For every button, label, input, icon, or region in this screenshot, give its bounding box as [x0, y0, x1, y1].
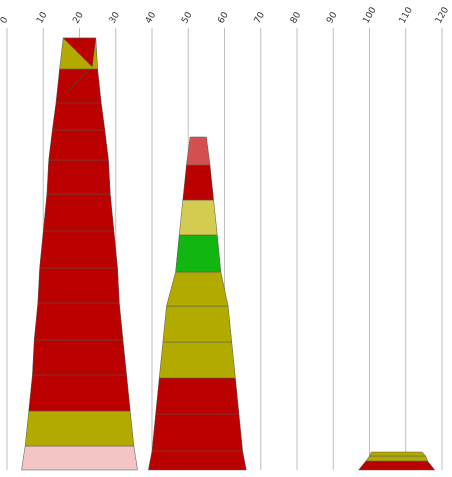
stack-2-segment-6: [166, 271, 229, 307]
stack-1: [21, 37, 138, 471]
stack-2-segment-5: [162, 305, 233, 343]
stack-1-segment-3: [28, 374, 131, 412]
stack-2-segment-1: [148, 450, 247, 471]
stack-3-segment-2: [365, 455, 428, 462]
stacks: [21, 37, 436, 471]
stack-1-segment-4: [32, 339, 127, 376]
stack-2-segment-9: [182, 164, 214, 201]
stack-1-segment-7: [39, 230, 118, 269]
stack-2-segment-4: [158, 341, 236, 379]
x-tick-label-110: 110: [398, 5, 415, 25]
stack-3-segment-3: [369, 451, 427, 457]
x-tick-label-40: 40: [144, 10, 159, 25]
stack-1-segment-15: [66, 70, 89, 93]
stack-2: [148, 136, 247, 471]
stack-1-segment-5: [33, 302, 124, 341]
stack-3: [358, 451, 436, 471]
stack-2-segment-8: [178, 199, 218, 236]
stack-2-segment-10: [186, 136, 211, 166]
stack-2-segment-7: [175, 234, 222, 273]
x-tick-label-80: 80: [289, 10, 304, 25]
stack-1-segment-11: [52, 102, 106, 131]
x-tick-label-70: 70: [253, 10, 268, 25]
stack-2-segment-3: [155, 377, 240, 415]
x-tick-label-120: 120: [434, 5, 451, 25]
stack-1-segment-8: [42, 193, 115, 232]
stack-1-segment-10: [48, 129, 109, 161]
stack-1-segment-1: [21, 445, 138, 471]
x-tick-label-50: 50: [180, 10, 195, 25]
stack-1-segment-6: [37, 267, 120, 304]
stack-1-segment-12: [55, 68, 102, 104]
stack-1-segment-14: [62, 37, 97, 68]
x-tick-label-90: 90: [325, 10, 340, 25]
x-tick-label-20: 20: [71, 10, 86, 25]
x-tick-label-30: 30: [108, 10, 123, 25]
stack-1-segment-9: [46, 159, 111, 195]
x-tick-label-60: 60: [216, 10, 231, 25]
x-axis-tick-labels: 0 10 20 30 40 50 60 70 80 90 100 110 120: [0, 5, 451, 25]
x-tick-label-0: 0: [0, 15, 11, 25]
stack-3-segment-1: [358, 460, 436, 471]
stack-2-segment-2: [151, 413, 243, 452]
stack-1-segment-2: [24, 410, 135, 447]
x-tick-label-10: 10: [35, 10, 50, 25]
x-tick-label-100: 100: [361, 5, 378, 25]
